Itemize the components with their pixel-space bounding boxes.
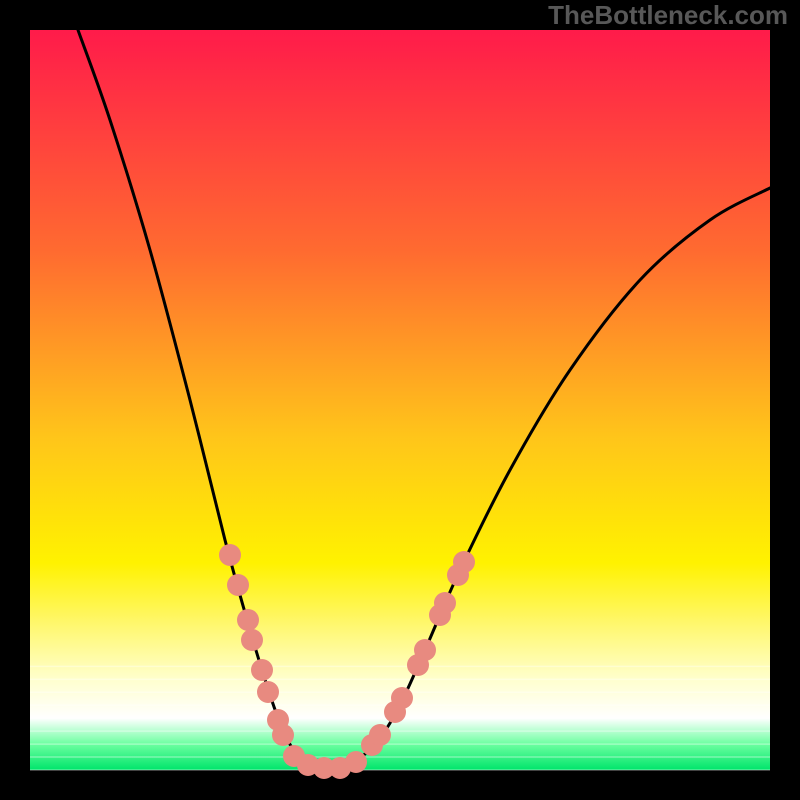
marker-left	[257, 681, 279, 703]
marker-right	[434, 592, 456, 614]
marker-left	[219, 544, 241, 566]
plot-background	[30, 30, 770, 770]
marker-right	[453, 551, 475, 573]
chart-container: TheBottleneck.com	[0, 0, 800, 800]
marker-left	[272, 724, 294, 746]
marker-bottom	[345, 751, 367, 773]
marker-left	[251, 659, 273, 681]
marker-right	[369, 724, 391, 746]
chart-svg	[0, 0, 800, 800]
marker-left	[227, 574, 249, 596]
marker-right	[391, 687, 413, 709]
marker-left	[241, 629, 263, 651]
watermark-text: TheBottleneck.com	[548, 0, 788, 31]
marker-right	[414, 639, 436, 661]
marker-left	[237, 609, 259, 631]
